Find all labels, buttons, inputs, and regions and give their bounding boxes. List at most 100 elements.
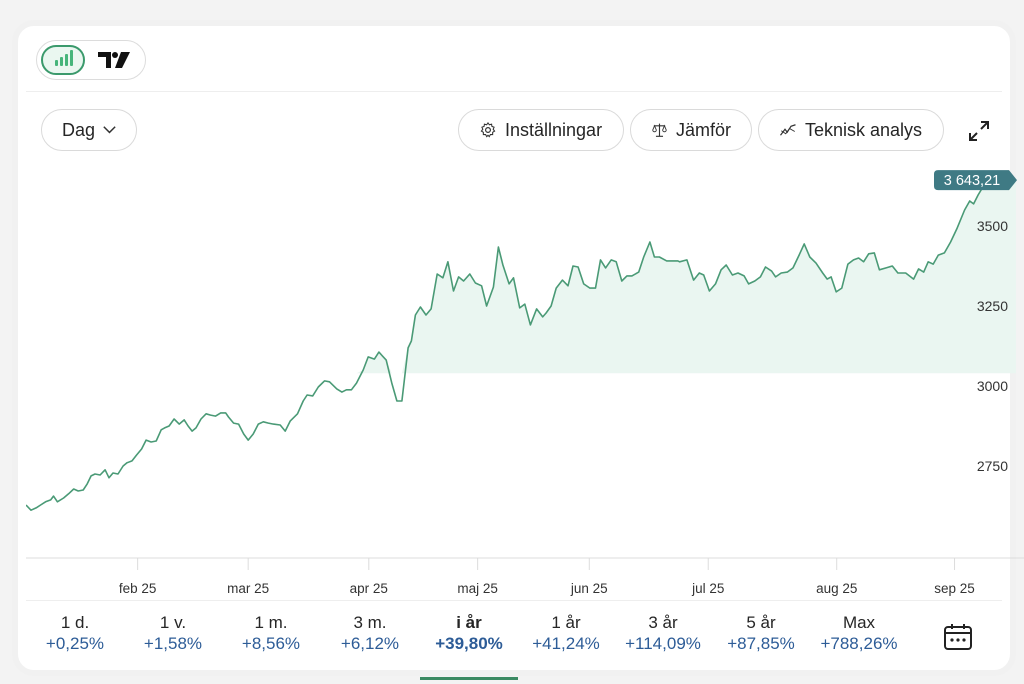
- line-layer: [26, 179, 992, 511]
- data-point: [117, 473, 120, 476]
- data-point: [187, 425, 190, 428]
- data-point: [355, 382, 358, 385]
- x-tick-label: jul 25: [691, 581, 724, 596]
- x-tick-label: aug 25: [816, 581, 857, 596]
- period-tab[interactable]: 1 m. +8,56%: [222, 601, 320, 682]
- period-tab[interactable]: 1 år +41,24%: [518, 601, 614, 682]
- data-point: [648, 241, 651, 244]
- calendar-icon[interactable]: [942, 621, 974, 653]
- data-point: [658, 256, 661, 259]
- data-point: [306, 394, 309, 397]
- data-point: [72, 488, 75, 491]
- data-point: [44, 500, 47, 503]
- period-tab[interactable]: 3 m. +6,12%: [320, 601, 420, 682]
- period-tab[interactable]: 1 d. +0,25%: [26, 601, 124, 682]
- data-point: [492, 286, 495, 289]
- interval-dropdown[interactable]: Dag: [41, 109, 137, 151]
- data-point: [452, 290, 455, 293]
- gear-icon: [480, 121, 496, 138]
- data-point: [685, 258, 688, 261]
- data-point: [955, 227, 958, 230]
- bar-chart-icon-bar: [65, 54, 68, 66]
- period-label: 3 m.: [353, 613, 387, 632]
- y-axis: 2750 3000 3250 3500: [977, 218, 1008, 474]
- data-point: [774, 275, 777, 278]
- data-point: [653, 256, 656, 259]
- period-label: 1 d.: [60, 613, 90, 632]
- data-point: [846, 263, 849, 266]
- data-point: [949, 241, 952, 244]
- data-point: [39, 504, 42, 507]
- chart-card-inner: Dag Inställningar Jämför Tekni: [26, 30, 1024, 680]
- data-point: [835, 290, 838, 293]
- period-change: +114,09%: [625, 634, 701, 653]
- data-point: [508, 282, 511, 285]
- data-point: [430, 307, 433, 310]
- data-point: [62, 497, 65, 500]
- data-point: [237, 423, 240, 426]
- data-point: [328, 380, 331, 383]
- data-point: [441, 276, 444, 279]
- data-point: [577, 266, 580, 269]
- data-point: [86, 482, 89, 485]
- bar-chart-icon[interactable]: [41, 45, 85, 75]
- period-change: +41,24%: [532, 634, 600, 653]
- data-point: [474, 282, 477, 285]
- technical-analysis-button[interactable]: Teknisk analys: [758, 109, 944, 151]
- period-label: 5 år: [746, 613, 776, 632]
- data-point: [808, 256, 811, 259]
- period-change: +8,56%: [241, 634, 301, 653]
- bar-chart-icon-bar: [60, 57, 63, 66]
- data-point: [302, 400, 305, 403]
- data-point: [178, 423, 181, 426]
- data-point: [317, 386, 320, 389]
- data-point: [77, 490, 80, 493]
- data-point: [792, 266, 795, 269]
- period-tab[interactable]: Max +788,26%: [810, 601, 908, 682]
- data-point: [759, 275, 762, 278]
- period-tab[interactable]: 5 år +87,85%: [712, 601, 810, 682]
- data-point: [731, 274, 734, 277]
- data-point: [937, 254, 940, 257]
- data-point: [284, 430, 287, 433]
- data-point: [972, 202, 975, 205]
- y-tick-label: 3250: [977, 298, 1008, 314]
- data-point: [737, 272, 740, 275]
- data-point: [599, 258, 602, 261]
- data-point: [512, 276, 515, 279]
- data-point: [891, 265, 894, 268]
- data-point: [917, 267, 920, 270]
- data-point: [99, 474, 102, 477]
- data-point: [786, 271, 789, 274]
- period-tab[interactable]: 1 v. +1,58%: [124, 601, 222, 682]
- period-label: i år: [456, 613, 482, 632]
- period-change: +0,25%: [45, 634, 105, 653]
- compare-button[interactable]: Jämför: [630, 109, 752, 151]
- data-point: [867, 252, 870, 255]
- data-point: [630, 274, 633, 277]
- data-point: [678, 260, 681, 263]
- data-point: [904, 272, 907, 275]
- data-point: [523, 303, 526, 306]
- period-tab[interactable]: i år +39,80%: [420, 601, 518, 682]
- data-point: [708, 290, 711, 293]
- expand-icon[interactable]: [966, 118, 992, 144]
- data-point: [857, 257, 860, 260]
- period-label: 3 år: [648, 613, 678, 632]
- data-point: [112, 472, 115, 475]
- data-point: [588, 287, 591, 290]
- data-point: [279, 424, 282, 427]
- data-point: [567, 284, 570, 287]
- data-point: [720, 268, 723, 271]
- tradingview-logo-icon[interactable]: [97, 50, 131, 70]
- settings-button[interactable]: Inställningar: [458, 109, 624, 151]
- interval-label: Dag: [62, 119, 96, 140]
- data-point: [620, 280, 623, 283]
- data-point: [518, 306, 521, 309]
- period-label: Max: [842, 613, 876, 632]
- data-point: [419, 306, 422, 309]
- period-tab[interactable]: 3 år +114,09%: [614, 601, 712, 682]
- price-chart[interactable]: 2750 3000 3250 3500 feb 25 mar 25 apr 25 maj 2…: [26, 170, 1024, 600]
- data-point: [227, 416, 230, 419]
- area-fill-layer: [26, 180, 1016, 374]
